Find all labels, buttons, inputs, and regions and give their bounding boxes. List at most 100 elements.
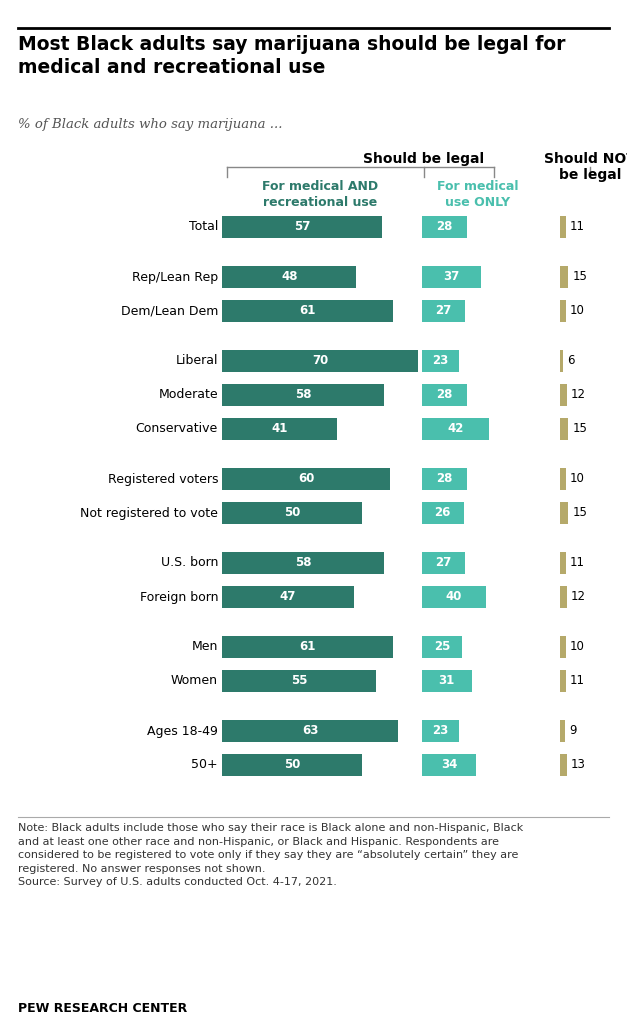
Text: 13: 13 [571, 759, 586, 771]
Text: 27: 27 [436, 556, 451, 569]
Bar [560, 720, 565, 742]
Bar [222, 552, 384, 574]
Text: 58: 58 [295, 556, 312, 569]
Text: 28: 28 [436, 220, 453, 233]
Bar [422, 636, 462, 658]
Bar [222, 384, 384, 406]
Text: 28: 28 [436, 388, 453, 401]
Text: 15: 15 [572, 270, 587, 284]
Text: Ages 18-49: Ages 18-49 [147, 725, 218, 737]
Bar [222, 636, 393, 658]
Text: 40: 40 [446, 591, 462, 603]
Text: Note: Black adults include those who say their race is Black alone and non-Hispa: Note: Black adults include those who say… [18, 823, 524, 888]
Bar [222, 502, 362, 524]
Text: Should NOT
be legal: Should NOT be legal [544, 152, 627, 182]
Text: 10: 10 [569, 640, 584, 653]
Text: 9: 9 [569, 725, 576, 737]
Text: Not registered to vote: Not registered to vote [80, 507, 218, 519]
Text: 25: 25 [434, 640, 450, 653]
Text: 50: 50 [284, 759, 300, 771]
Text: Women: Women [171, 675, 218, 687]
Text: 11: 11 [570, 675, 585, 687]
Bar [422, 670, 472, 692]
Bar [422, 720, 459, 742]
Text: Rep/Lean Rep: Rep/Lean Rep [132, 270, 218, 284]
Bar [222, 300, 393, 322]
Bar [560, 350, 563, 372]
Bar [422, 586, 486, 608]
Text: 50+: 50+ [191, 759, 218, 771]
Text: Most Black adults say marijuana should be legal for
medical and recreational use: Most Black adults say marijuana should b… [18, 35, 566, 77]
Bar [560, 670, 566, 692]
Text: 60: 60 [298, 472, 314, 485]
Bar [222, 720, 398, 742]
Text: Should be legal: Should be legal [364, 152, 485, 166]
Bar [222, 266, 356, 288]
Text: Liberal: Liberal [176, 354, 218, 368]
Text: 58: 58 [295, 388, 312, 401]
Text: For medical AND
recreational use: For medical AND recreational use [262, 180, 378, 209]
Bar [222, 350, 418, 372]
Text: 70: 70 [312, 354, 328, 368]
Text: 34: 34 [441, 759, 457, 771]
Bar [560, 384, 567, 406]
Bar [422, 418, 489, 440]
Text: 12: 12 [571, 591, 586, 603]
Text: Men: Men [192, 640, 218, 653]
Text: PEW RESEARCH CENTER: PEW RESEARCH CENTER [18, 1002, 187, 1015]
Bar [422, 266, 481, 288]
Bar [422, 350, 459, 372]
Text: Conservative: Conservative [136, 423, 218, 435]
Text: 23: 23 [432, 354, 448, 368]
Text: 15: 15 [572, 423, 587, 435]
Text: 10: 10 [569, 304, 584, 317]
Bar [560, 636, 566, 658]
Bar [560, 418, 568, 440]
Bar [222, 468, 390, 490]
Text: 61: 61 [299, 304, 315, 317]
Bar [422, 552, 465, 574]
Bar [422, 384, 466, 406]
Bar [222, 754, 362, 776]
Bar [222, 670, 376, 692]
Text: 57: 57 [293, 220, 310, 233]
Bar [422, 216, 466, 238]
Bar [560, 468, 566, 490]
Bar [560, 502, 568, 524]
Text: U.S. born: U.S. born [161, 556, 218, 569]
Text: Dem/Lean Dem: Dem/Lean Dem [120, 304, 218, 317]
Text: 6: 6 [567, 354, 575, 368]
Text: 12: 12 [571, 388, 586, 401]
Text: 26: 26 [435, 507, 451, 519]
Text: For medical
use ONLY: For medical use ONLY [437, 180, 519, 209]
Bar [422, 502, 463, 524]
Text: 15: 15 [572, 507, 587, 519]
Bar [560, 266, 568, 288]
Bar [222, 216, 382, 238]
Bar [560, 216, 566, 238]
Text: 11: 11 [570, 220, 585, 233]
Text: 31: 31 [439, 675, 455, 687]
Bar [560, 300, 566, 322]
Text: 50: 50 [284, 507, 300, 519]
Bar [222, 586, 354, 608]
Text: 28: 28 [436, 472, 453, 485]
Bar [222, 418, 337, 440]
Bar [422, 754, 477, 776]
Text: 27: 27 [436, 304, 451, 317]
Bar [560, 754, 567, 776]
Text: 11: 11 [570, 556, 585, 569]
Bar [422, 300, 465, 322]
Text: 47: 47 [280, 591, 296, 603]
Text: 10: 10 [569, 472, 584, 485]
Text: Registered voters: Registered voters [107, 472, 218, 485]
Bar [560, 586, 567, 608]
Text: 23: 23 [432, 725, 448, 737]
Text: Total: Total [189, 220, 218, 233]
Text: % of Black adults who say marijuana ...: % of Black adults who say marijuana ... [18, 118, 283, 131]
Bar [422, 468, 466, 490]
Text: 63: 63 [302, 725, 319, 737]
Text: 55: 55 [291, 675, 307, 687]
Text: 42: 42 [448, 423, 464, 435]
Text: 61: 61 [299, 640, 315, 653]
